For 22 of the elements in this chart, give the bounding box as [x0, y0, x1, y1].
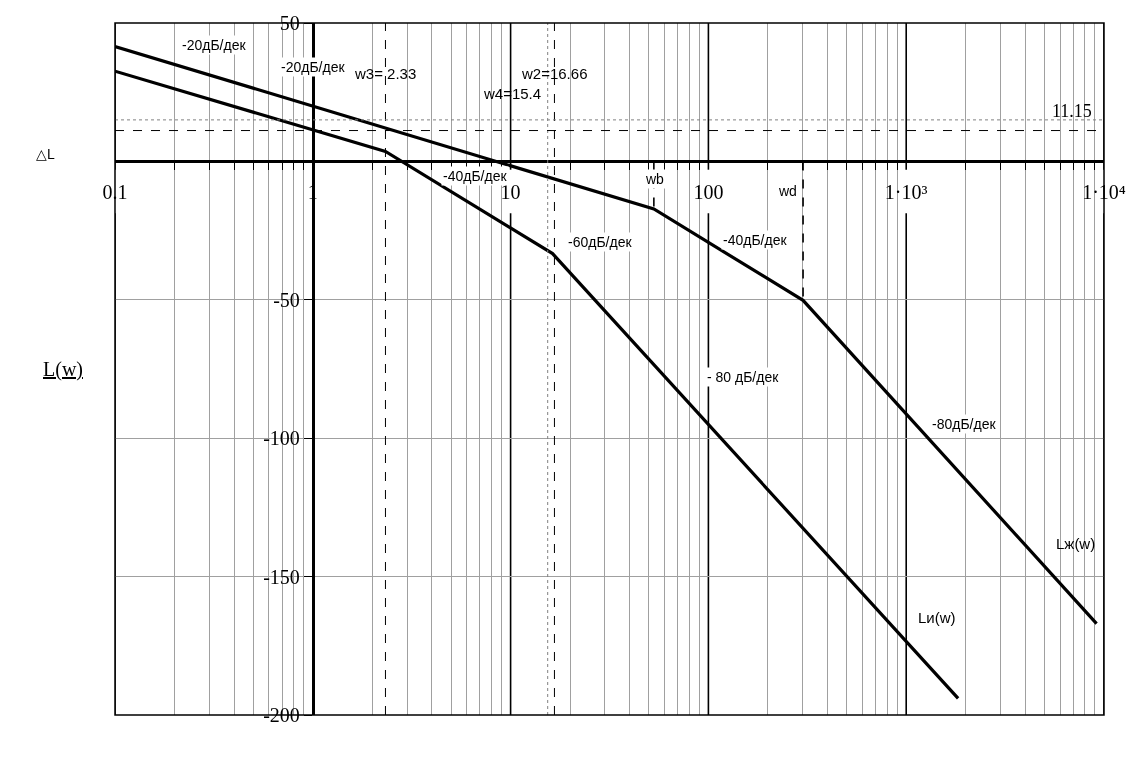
annotation: -60дБ/дек: [568, 234, 633, 250]
text: △L: [36, 146, 55, 162]
annotation: -20дБ/дек: [182, 37, 247, 53]
annotation: -20дБ/дек: [281, 59, 346, 75]
ref-line-label: 11.15: [1052, 101, 1092, 121]
x-tick-label: 1·10³: [884, 181, 928, 204]
ref-line-label: w3= 2.33: [354, 65, 417, 82]
ref-line-label: w2=16.66: [521, 65, 588, 82]
series-label: Lи(w): [918, 609, 956, 626]
annotation: -80дБ/дек: [932, 416, 997, 432]
x-tick-label: 100: [693, 181, 724, 204]
annotation: wd: [778, 183, 797, 199]
y-tick-label: -100: [263, 427, 300, 450]
x-tick-label: 10: [500, 181, 521, 204]
annotation: -40дБ/дек: [723, 232, 788, 248]
annotation: -40дБ/дек: [443, 168, 508, 184]
annotation: - 80 дБ/дек: [707, 369, 780, 385]
series-label: Lж(w): [1056, 535, 1096, 552]
y-axis-title: L(w): [43, 358, 83, 381]
y-tick-label: -50: [273, 288, 300, 311]
y-tick-label: -150: [263, 565, 300, 588]
annotation: wb: [645, 171, 665, 187]
